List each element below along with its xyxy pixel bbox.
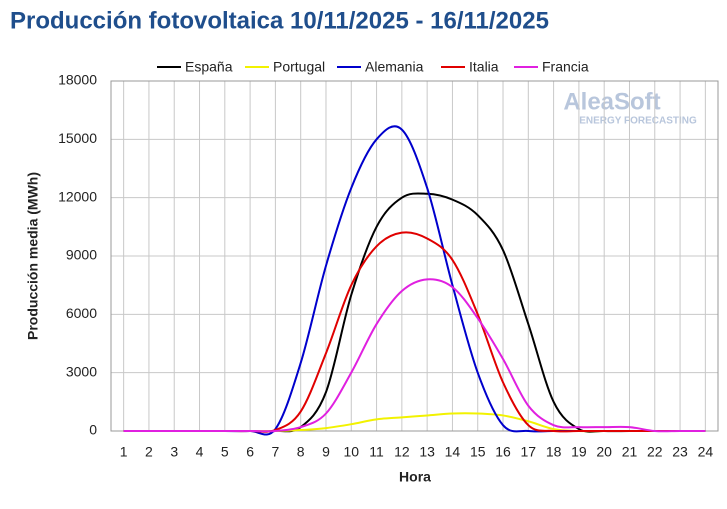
y-tick-label: 6000 (66, 305, 97, 321)
x-tick-label: 19 (571, 444, 587, 460)
y-tick-label: 18000 (58, 72, 97, 88)
series-line (123, 192, 706, 433)
x-tick-label: 11 (369, 444, 384, 460)
x-tick-label: 15 (470, 444, 486, 460)
y-axis-label: Producción media (MWh) (25, 172, 41, 340)
x-tick-label: 10 (343, 444, 359, 460)
legend-label: Italia (469, 59, 499, 75)
x-tick-label: 5 (221, 444, 229, 460)
watermark-tagline: ENERGY FORECASTING (579, 116, 697, 127)
x-tick-label: 21 (622, 444, 638, 460)
legend-label: Francia (542, 59, 589, 75)
legend-label: Portugal (273, 59, 325, 75)
series-line (123, 125, 706, 436)
plot-frame (110, 80, 719, 432)
x-tick-label: 17 (521, 444, 537, 460)
y-tick-label: 3000 (66, 363, 97, 379)
x-tick-label: 8 (297, 444, 305, 460)
x-tick-label: 18 (546, 444, 562, 460)
chart-title: Producción fotovoltaica 10/11/2025 - 16/… (10, 7, 549, 34)
x-tick-label: 22 (647, 444, 663, 460)
x-tick-label: 12 (394, 444, 410, 460)
x-tick-label: 23 (672, 444, 688, 460)
x-tick-label: 14 (445, 444, 461, 460)
y-tick-label: 0 (89, 422, 97, 438)
series-line (123, 412, 706, 433)
y-tick-label: 12000 (58, 188, 97, 204)
x-tick-label: 24 (698, 444, 714, 460)
x-tick-label: 3 (170, 444, 178, 460)
y-tick-label: 15000 (58, 130, 97, 146)
series-line (123, 278, 706, 433)
x-axis-label: Hora (399, 469, 431, 485)
y-tick-label: 9000 (66, 247, 97, 263)
series-line (123, 231, 706, 433)
legend-label: España (185, 59, 233, 75)
x-tick-label: 6 (246, 444, 254, 460)
watermark-brand: AleaSoft (563, 88, 660, 115)
x-tick-label: 20 (596, 444, 612, 460)
x-tick-label: 7 (271, 444, 279, 460)
x-tick-label: 13 (419, 444, 435, 460)
x-tick-label: 2 (145, 444, 153, 460)
x-tick-label: 4 (196, 444, 204, 460)
x-tick-label: 1 (120, 444, 128, 460)
x-tick-label: 16 (495, 444, 511, 460)
legend-label: Alemania (365, 59, 424, 75)
x-tick-label: 9 (322, 444, 330, 460)
